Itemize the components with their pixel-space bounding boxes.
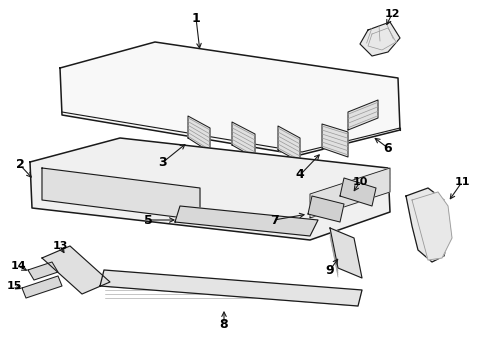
Polygon shape (100, 270, 362, 306)
Text: 8: 8 (220, 318, 228, 330)
Polygon shape (30, 138, 390, 240)
Polygon shape (308, 196, 344, 222)
Text: 11: 11 (454, 177, 470, 187)
Text: 12: 12 (384, 9, 400, 19)
Polygon shape (278, 126, 300, 162)
Text: 15: 15 (6, 281, 22, 291)
Polygon shape (188, 116, 210, 152)
Text: 7: 7 (270, 213, 278, 226)
Polygon shape (60, 42, 400, 155)
Text: 14: 14 (10, 261, 26, 271)
Polygon shape (368, 28, 396, 50)
Polygon shape (322, 124, 348, 157)
Polygon shape (28, 262, 58, 280)
Text: 10: 10 (352, 177, 368, 187)
Text: 4: 4 (295, 168, 304, 181)
Polygon shape (348, 100, 378, 130)
Text: 1: 1 (192, 12, 200, 24)
Text: 13: 13 (52, 241, 68, 251)
Polygon shape (42, 168, 200, 220)
Text: 9: 9 (326, 264, 334, 276)
Text: 2: 2 (16, 158, 24, 171)
Polygon shape (232, 122, 255, 158)
Polygon shape (330, 228, 362, 278)
Polygon shape (412, 192, 452, 260)
Polygon shape (340, 178, 376, 206)
Text: 5: 5 (144, 213, 152, 226)
Polygon shape (360, 22, 400, 56)
Polygon shape (175, 206, 318, 236)
Polygon shape (22, 276, 62, 298)
Polygon shape (310, 168, 390, 218)
Polygon shape (406, 188, 450, 262)
Polygon shape (42, 246, 110, 294)
Text: 3: 3 (158, 157, 166, 170)
Text: 6: 6 (384, 141, 392, 154)
